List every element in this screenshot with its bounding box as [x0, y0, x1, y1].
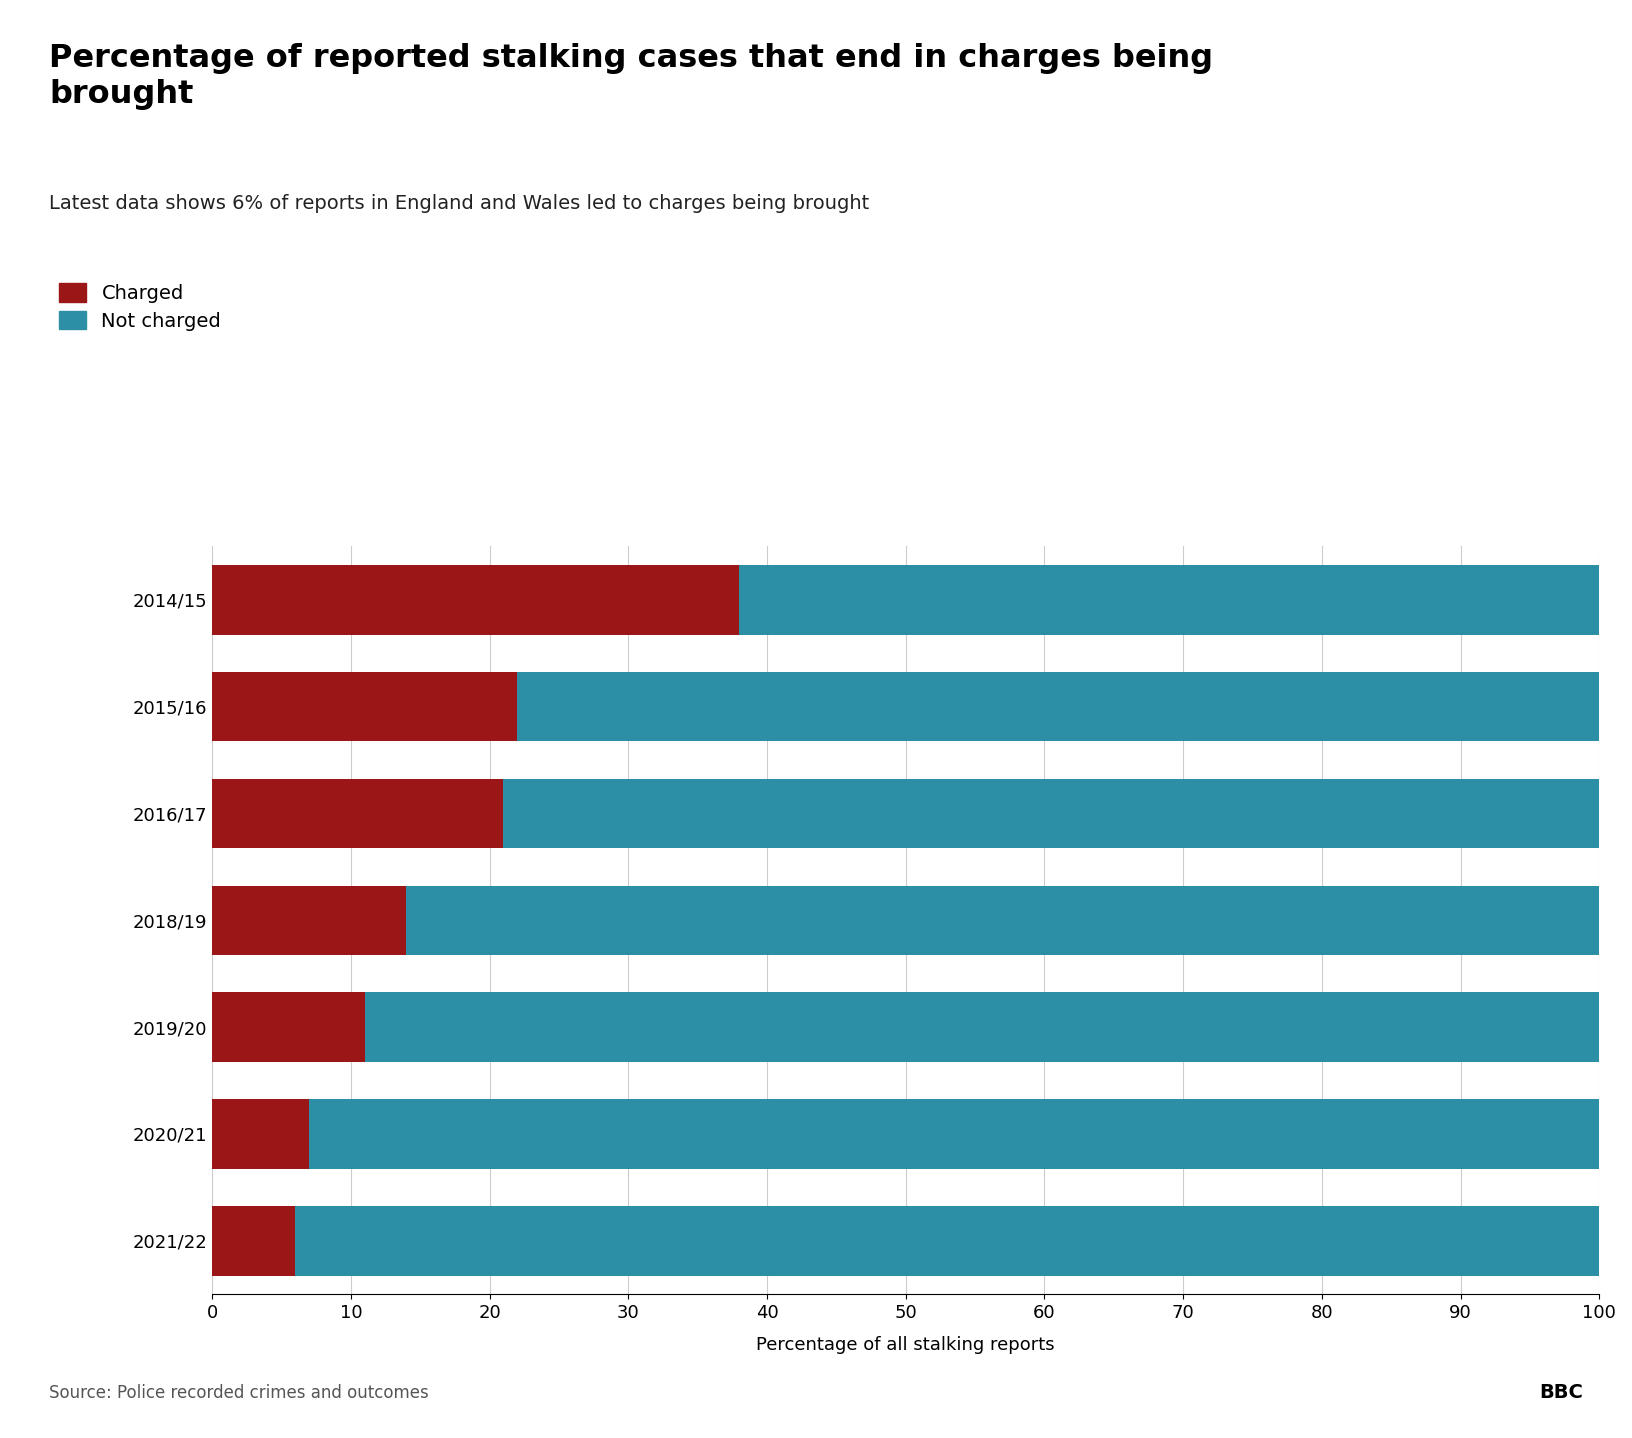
Bar [212, 1206, 295, 1276]
Bar [739, 565, 1599, 634]
Bar [310, 1099, 1599, 1169]
Bar [212, 565, 739, 634]
Bar [212, 779, 503, 848]
Text: Latest data shows 6% of reports in England and Wales led to charges being brough: Latest data shows 6% of reports in Engla… [49, 194, 870, 213]
Bar [503, 779, 1599, 848]
Bar [212, 886, 406, 955]
X-axis label: Percentage of all stalking reports: Percentage of all stalking reports [757, 1336, 1054, 1353]
Legend: Charged, Not charged: Charged, Not charged [59, 283, 222, 331]
Bar [295, 1206, 1599, 1276]
Bar [364, 992, 1599, 1061]
Bar [212, 992, 364, 1061]
Bar [212, 672, 517, 742]
Bar [406, 886, 1599, 955]
Bar [517, 672, 1599, 742]
Text: Percentage of reported stalking cases that end in charges being
brought: Percentage of reported stalking cases th… [49, 43, 1213, 109]
Text: BBC: BBC [1539, 1383, 1583, 1402]
Bar [212, 1099, 310, 1169]
Text: Source: Police recorded crimes and outcomes: Source: Police recorded crimes and outco… [49, 1383, 429, 1402]
